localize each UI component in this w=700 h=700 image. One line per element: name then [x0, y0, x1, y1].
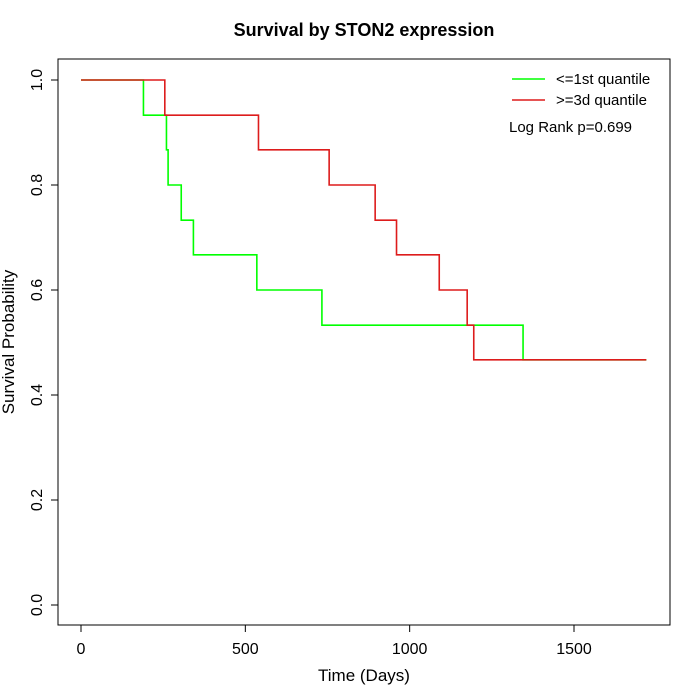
x-axis-title: Time (Days): [318, 666, 410, 685]
y-tick-label: 0.2: [29, 489, 46, 511]
x-tick-label: 500: [232, 641, 259, 658]
y-axis-title: Survival Probability: [0, 269, 18, 414]
chart-title: Survival by STON2 expression: [234, 20, 495, 40]
logrank-annotation: Log Rank p=0.699: [509, 119, 632, 136]
y-tick-label: 0.4: [29, 384, 46, 406]
x-tick-label: 1500: [556, 641, 592, 658]
y-tick-label: 0.0: [29, 594, 46, 616]
y-tick-label: 1.0: [29, 69, 46, 91]
legend-label-low: <=1st quantile: [556, 71, 650, 88]
series-layer: [81, 79, 647, 361]
x-tick-label: 0: [77, 641, 86, 658]
legend-label-high: >=3d quantile: [556, 92, 647, 109]
plot-frame: [57, 58, 671, 626]
y-tick-label: 0.8: [29, 174, 46, 196]
x-tick-label: 1000: [392, 641, 428, 658]
y-tick-label: 0.6: [29, 279, 46, 301]
legend: <=1st quantile >=3d quantile Log Rank p=…: [509, 71, 650, 136]
x-axis: 0 500 1000 1500: [77, 624, 592, 658]
series-line-high-quantile: [81, 79, 647, 361]
y-axis: 0.0 0.2 0.4 0.6 0.8 1.0: [29, 69, 59, 616]
series-line-low-quantile: [81, 79, 647, 361]
